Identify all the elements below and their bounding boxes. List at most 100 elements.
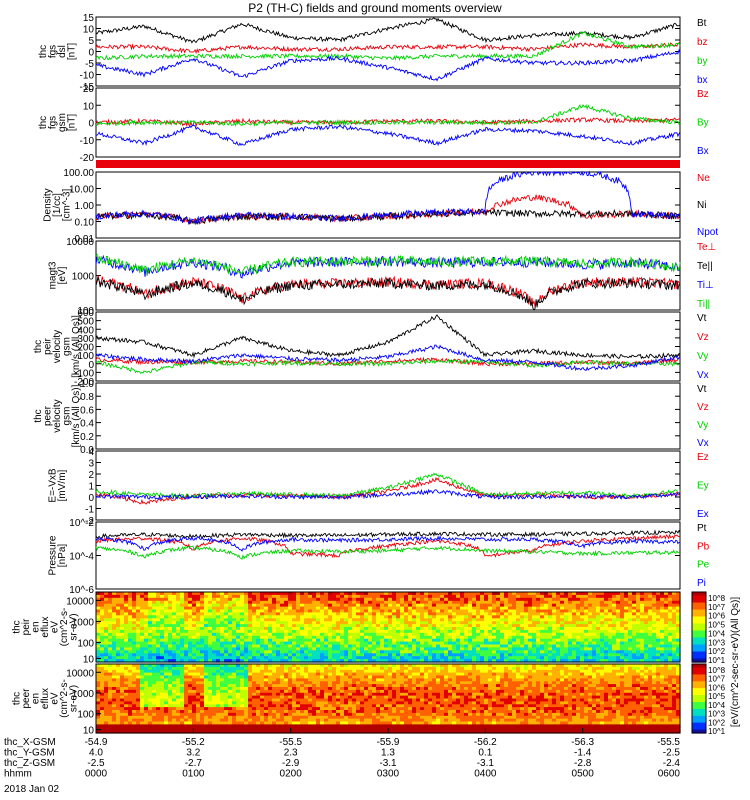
spectrogram-cell [240, 672, 245, 677]
spectrogram-cell [484, 641, 489, 646]
spectrogram-cell [240, 715, 245, 720]
spectrogram-cell [220, 712, 225, 717]
spectrogram-cell [300, 618, 305, 622]
spectrogram-cell [196, 701, 201, 705]
spectrogram-cell [208, 675, 213, 679]
spectrogram-cell [528, 635, 533, 640]
spectrogram-cell [472, 597, 477, 602]
spectrogram-cell [296, 624, 301, 628]
spectrogram-cell [248, 621, 253, 625]
spectrogram-cell [232, 621, 237, 625]
spectrogram-cell [592, 647, 597, 651]
spectrogram-cell [248, 606, 253, 611]
spectrogram-cell [128, 684, 133, 688]
spectrogram-cell [140, 669, 145, 674]
spectrogram-cell [128, 695, 133, 700]
spectrogram-cell [216, 644, 221, 648]
spectrogram-cell [564, 592, 569, 596]
spectrogram-cell [660, 638, 665, 643]
spectrogram-cell [664, 644, 669, 648]
spectrogram-cell [272, 659, 277, 663]
spectrogram-cell [504, 612, 509, 616]
spectrogram-cell [172, 624, 177, 628]
spectrogram-cell [488, 618, 493, 622]
spectrogram-cell [248, 704, 253, 708]
spectrogram-cell [116, 672, 121, 677]
spectrogram-cell [464, 603, 469, 608]
spectrogram-cell [240, 618, 245, 622]
spectrogram-cell [104, 656, 109, 660]
spectrogram-cell [144, 644, 149, 648]
spectrogram-cell [320, 647, 325, 651]
spectrogram-cell [120, 687, 125, 691]
spectrogram-cell [160, 647, 165, 651]
spectrogram-cell [532, 650, 537, 654]
spectrogram-cell [204, 707, 209, 711]
y-axis-label: [km/s (All Qs)] [71, 384, 82, 447]
spectrogram-cell [176, 730, 181, 734]
spectrogram-cell [596, 615, 601, 619]
spectrogram-cell [480, 641, 485, 646]
spectrogram-cell [588, 627, 593, 631]
spectrogram-cell [460, 600, 465, 605]
spectrogram-cell [128, 715, 133, 720]
spectrogram-cell [204, 603, 209, 608]
spectrogram-cell [624, 635, 629, 640]
spectrogram-cell [128, 692, 133, 697]
spectrogram-cell [276, 664, 281, 668]
spectrogram-cell [424, 612, 429, 616]
spectrogram-cell [372, 592, 377, 596]
spectrogram-cell [132, 606, 137, 611]
panel-density: 100.0010.001.000.100.01NeNiNpotDensity[1… [43, 168, 719, 245]
spectrogram-cell [164, 692, 169, 697]
spectrogram-cell [320, 600, 325, 605]
spectrogram-cell [444, 618, 449, 622]
spectrogram-cell [328, 656, 333, 660]
spectrogram-cell [616, 618, 621, 622]
spectrogram-cell [156, 664, 161, 668]
spectrogram-cell [524, 621, 529, 625]
spectrogram-cell [396, 594, 401, 599]
spectrogram-cell [252, 656, 257, 660]
spectrogram-cell [108, 675, 113, 679]
spectrogram-cell [244, 638, 249, 643]
spectrogram-cell [380, 638, 385, 643]
spectrogram-cell [220, 621, 225, 625]
spectrogram-cell [288, 656, 293, 660]
spectrogram-cell [452, 603, 457, 608]
spectrogram-cell [224, 618, 229, 622]
spectrogram-cell [280, 627, 285, 631]
spectrogram-cell [160, 606, 165, 611]
spectrogram-cell [476, 644, 481, 648]
spectrogram-cell [528, 656, 533, 660]
spectrogram-cell [240, 698, 245, 702]
spectrogram-cell [132, 692, 137, 697]
spectrogram-cell [668, 615, 673, 619]
spectrogram-cell [328, 653, 333, 657]
spectrogram-cell [376, 606, 381, 611]
spectrogram-cell [640, 592, 645, 596]
spectrogram-cell [236, 603, 241, 608]
spectrogram-cell [180, 687, 185, 691]
spectrogram-cell [532, 644, 537, 648]
spectrogram-cell [408, 641, 413, 646]
spectrogram-cell [536, 635, 541, 640]
spectrogram-cell [628, 629, 633, 634]
spectrogram-cell [156, 707, 161, 711]
spectrogram-cell [472, 612, 477, 616]
spectrogram-cell [660, 629, 665, 634]
spectrogram-cell [676, 603, 681, 608]
spectrogram-cell [276, 701, 281, 705]
spectrogram-cell [236, 692, 241, 697]
spectrogram-cell [252, 644, 257, 648]
spectrogram-cell [208, 730, 213, 734]
spectrogram-cell [388, 635, 393, 640]
spectrogram-cell [180, 632, 185, 637]
spectrogram-cell [576, 627, 581, 631]
spectrogram-cell [284, 724, 289, 728]
spectrogram-cell [468, 641, 473, 646]
spectrogram-cell [268, 664, 273, 668]
spectrogram-cell [388, 600, 393, 605]
spectrogram-cell [596, 606, 601, 611]
spectrogram-cell [240, 727, 245, 731]
